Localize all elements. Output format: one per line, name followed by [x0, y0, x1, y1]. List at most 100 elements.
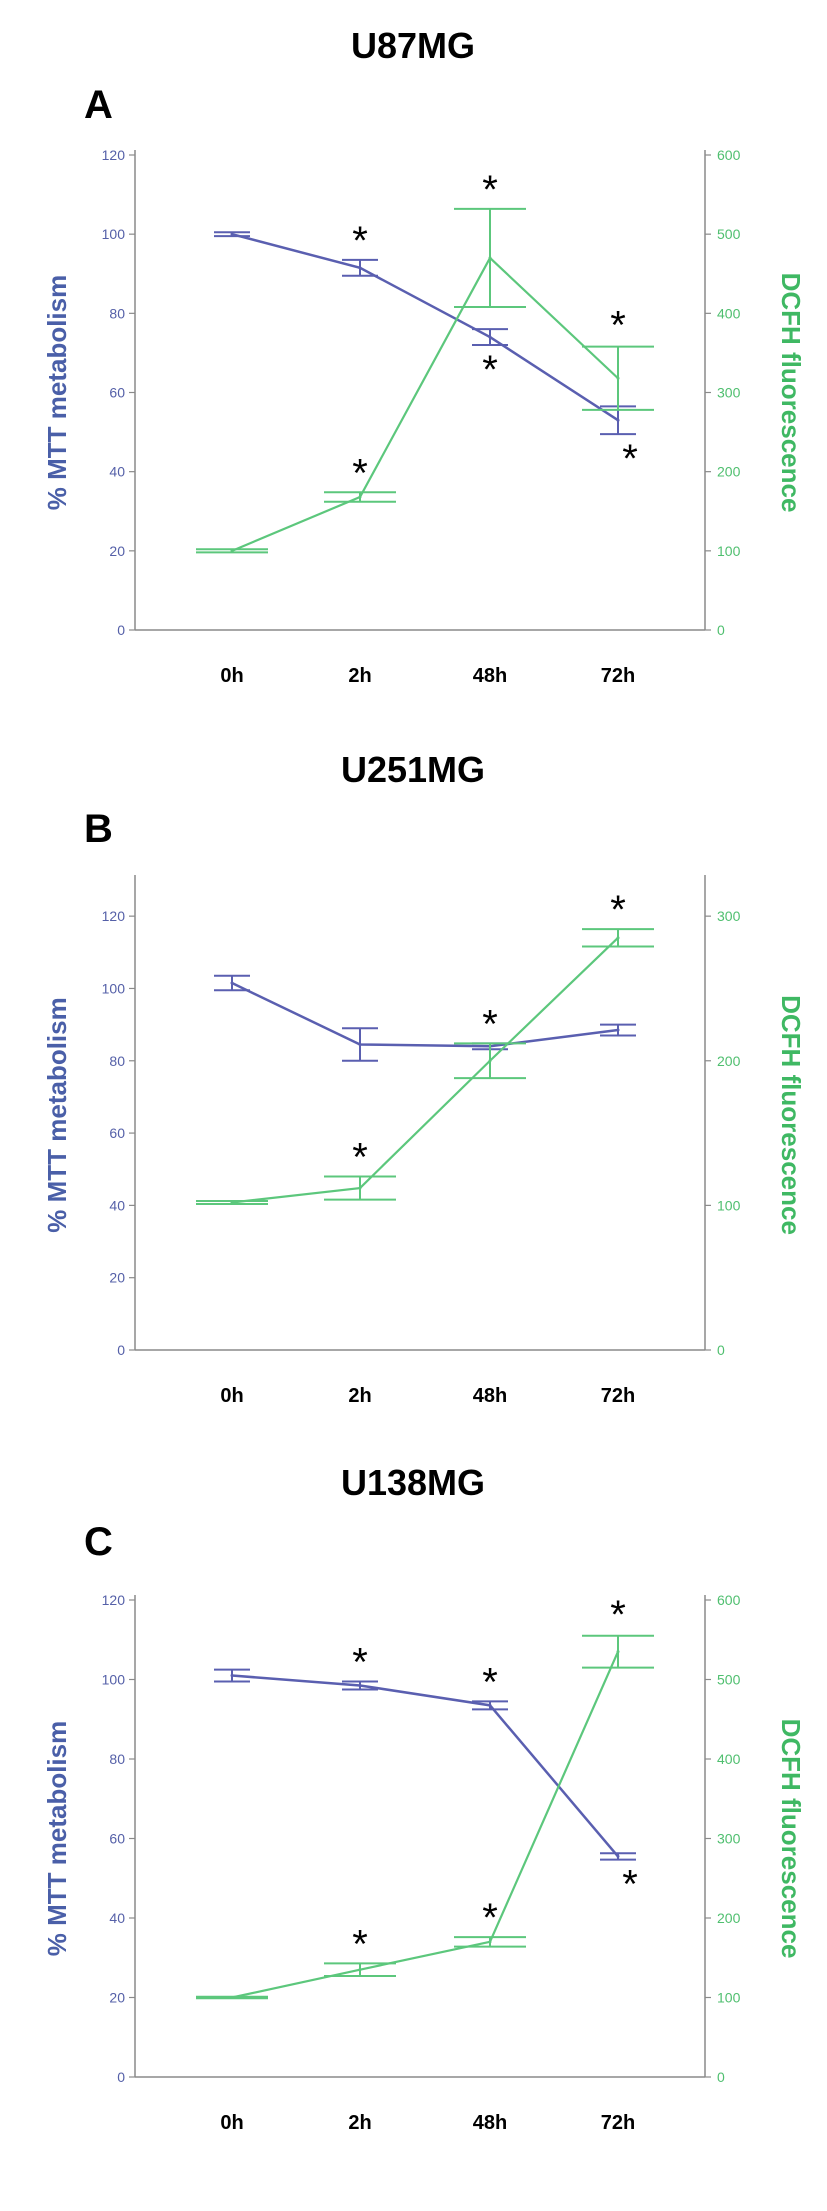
x-tick-label: 48h: [473, 1385, 507, 1407]
panel-a: U87MG A 0 20 40 60 80 100 120 0 100 200 300 400 500 600…: [42, 25, 806, 687]
right-tick-label: 100: [717, 1197, 741, 1213]
y2-axis-label: DCFH fluorescence: [776, 273, 806, 513]
dcfh-series-line: [231, 1651, 620, 1999]
panel-letter: B: [84, 807, 113, 851]
mtt-data-point: [230, 981, 234, 985]
right-tick-label: 600: [717, 1592, 741, 1608]
left-tick-label: 80: [109, 305, 125, 321]
mtt-series-line: [231, 1674, 619, 1858]
x-tick-label: 0h: [220, 1385, 243, 1407]
dcfh-significance-star: *: [352, 451, 368, 495]
mtt-significance-star: *: [622, 1863, 638, 1907]
left-tick-label: 20: [109, 1270, 125, 1286]
dcfh-data-point: [230, 1996, 234, 1999]
panel-letter: C: [84, 1520, 113, 1564]
dcfh-significance-star: *: [352, 1135, 368, 1179]
dcfh-significance-star: *: [352, 1922, 368, 1966]
x-tick-label: 0h: [220, 2112, 243, 2134]
x-tick-label: 72h: [601, 1385, 635, 1407]
left-tick-label: 60: [109, 1125, 125, 1141]
left-tick-label: 80: [109, 1751, 125, 1767]
dcfh-data-point: [230, 1200, 234, 1204]
dcfh-significance-star: *: [482, 1002, 498, 1046]
right-tick-label: 500: [717, 1672, 741, 1688]
right-tick-label: 300: [717, 385, 741, 401]
dcfh-data-point: [488, 256, 492, 260]
right-tick-label: 100: [717, 543, 741, 559]
mtt-data-point: [358, 1043, 362, 1046]
left-tick-label: 60: [109, 385, 125, 401]
dcfh-significance-star: *: [482, 1896, 498, 1940]
left-tick-label: 100: [102, 226, 126, 242]
mtt-significance-star: *: [622, 437, 638, 481]
x-tick-label: 2h: [348, 2112, 371, 2134]
y2-axis-label: DCFH fluorescence: [776, 1719, 806, 1959]
x-tick-label: 48h: [473, 665, 507, 687]
left-tick-label: 120: [102, 1592, 126, 1608]
mtt-significance-star: *: [352, 219, 368, 263]
right-tick-label: 300: [717, 908, 741, 924]
chart-title: U251MG: [341, 749, 485, 790]
right-tick-label: 0: [717, 2069, 725, 2085]
right-tick-label: 400: [717, 305, 741, 321]
left-tick-label: 0: [117, 622, 125, 638]
mtt-data-point: [488, 335, 492, 339]
left-tick-label: 20: [109, 1990, 125, 2006]
mtt-significance-star: *: [352, 1640, 368, 1684]
dcfh-data-point: [616, 936, 620, 940]
dcfh-data-point: [358, 1186, 362, 1190]
right-tick-label: 200: [717, 464, 741, 480]
dcfh-data-point: [616, 1650, 620, 1654]
mtt-data-point: [230, 1674, 234, 1678]
right-tick-label: 300: [717, 1831, 741, 1847]
dcfh-significance-star: *: [482, 168, 498, 212]
chart-title: U138MG: [341, 1462, 485, 1503]
x-tick-label: 48h: [473, 2112, 507, 2134]
left-tick-label: 100: [102, 980, 126, 996]
x-tick-label: 72h: [601, 2112, 635, 2134]
right-tick-label: 200: [717, 1053, 741, 1069]
mtt-series-line: [231, 981, 619, 1048]
dcfh-data-point: [488, 1940, 492, 1944]
panel-b: U251MG B 0 20 40 60 80 100 120 0 100 200 300 0h 2h 48h 7…: [42, 749, 806, 1407]
left-tick-label: 0: [117, 1342, 125, 1358]
dcfh-data-point: [230, 549, 234, 553]
mtt-data-point: [616, 418, 620, 422]
dcfh-data-point: [616, 376, 620, 380]
dcfh-series-line: [231, 256, 619, 552]
mtt-data-point: [616, 1028, 620, 1032]
left-tick-label: 40: [109, 1910, 125, 1926]
panel-letter: A: [84, 83, 113, 127]
x-tick-label: 72h: [601, 665, 635, 687]
left-tick-label: 120: [102, 908, 126, 924]
panel-c: U138MG C 0 20 40 60 80 100 120 0 100 200 300 400 500 60…: [42, 1462, 806, 2134]
dcfh-data-point: [358, 495, 362, 499]
left-tick-label: 40: [109, 1197, 125, 1213]
mtt-data-point: [616, 1854, 620, 1858]
x-tick-label: 2h: [348, 1385, 371, 1407]
left-tick-label: 20: [109, 543, 125, 559]
x-tick-label: 2h: [348, 665, 371, 687]
mtt-series-line: [231, 232, 619, 422]
y-axis-label: % MTT metabolism: [42, 1721, 72, 1956]
mtt-data-point: [488, 1703, 492, 1707]
x-tick-label: 0h: [220, 665, 243, 687]
y-axis-label: % MTT metabolism: [42, 997, 72, 1232]
dcfh-data-point: [358, 1968, 362, 1972]
left-tick-label: 40: [109, 464, 125, 480]
left-tick-label: 60: [109, 1831, 125, 1847]
dcfh-significance-star: *: [610, 1593, 626, 1637]
mtt-data-point: [358, 266, 362, 270]
left-tick-label: 120: [102, 147, 126, 163]
left-tick-label: 100: [102, 1672, 126, 1688]
right-tick-label: 0: [717, 1342, 725, 1358]
y-axis-label: % MTT metabolism: [42, 275, 72, 510]
right-tick-label: 500: [717, 226, 741, 242]
left-tick-label: 80: [109, 1053, 125, 1069]
dcfh-significance-star: *: [610, 304, 626, 348]
right-tick-label: 600: [717, 147, 741, 163]
dcfh-series-line: [231, 937, 619, 1204]
mtt-data-point: [358, 1683, 362, 1687]
mtt-data-point: [230, 232, 234, 236]
